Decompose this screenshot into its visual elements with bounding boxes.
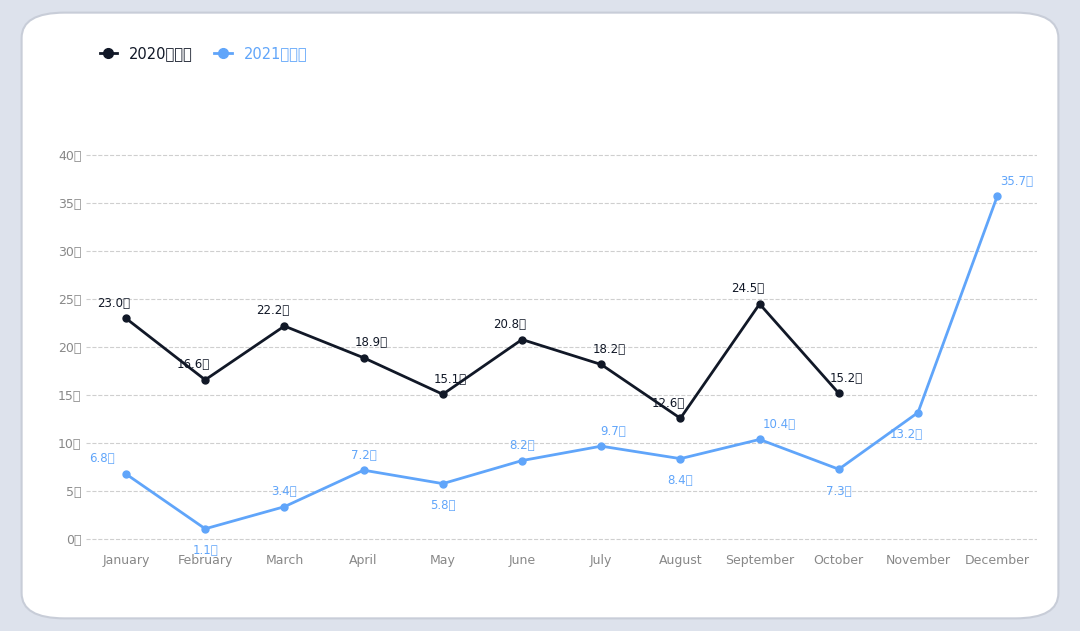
Text: 23.0千: 23.0千 <box>97 297 131 310</box>
Text: 18.2千: 18.2千 <box>593 343 625 356</box>
Text: 7.2千: 7.2千 <box>351 449 377 461</box>
Text: 12.6千: 12.6千 <box>652 397 685 410</box>
Text: 16.6千: 16.6千 <box>177 358 210 371</box>
Text: 15.1千: 15.1千 <box>434 373 468 386</box>
Text: 35.7千: 35.7千 <box>1000 175 1034 187</box>
Text: 5.8千: 5.8千 <box>430 499 456 512</box>
Text: 20.8千: 20.8千 <box>494 318 527 331</box>
FancyBboxPatch shape <box>22 13 1058 618</box>
Text: 9.7千: 9.7千 <box>600 425 626 437</box>
Text: 24.5千: 24.5千 <box>731 282 765 295</box>
Text: 6.8千: 6.8千 <box>90 452 116 466</box>
Text: 13.2千: 13.2千 <box>890 428 922 441</box>
Text: 8.4千: 8.4千 <box>667 474 693 487</box>
Text: 7.3千: 7.3千 <box>826 485 852 498</box>
Text: 18.9千: 18.9千 <box>355 336 388 349</box>
Text: 1.1千: 1.1千 <box>192 544 218 557</box>
Text: 8.2千: 8.2千 <box>509 439 535 452</box>
Text: 10.4千: 10.4千 <box>762 418 796 431</box>
Text: 3.4千: 3.4千 <box>271 485 297 498</box>
Text: 15.2千: 15.2千 <box>831 372 863 385</box>
Text: 22.2千: 22.2千 <box>256 304 289 317</box>
Legend: 2020年上牌, 2021年上牌: 2020年上牌, 2021年上牌 <box>94 40 313 67</box>
